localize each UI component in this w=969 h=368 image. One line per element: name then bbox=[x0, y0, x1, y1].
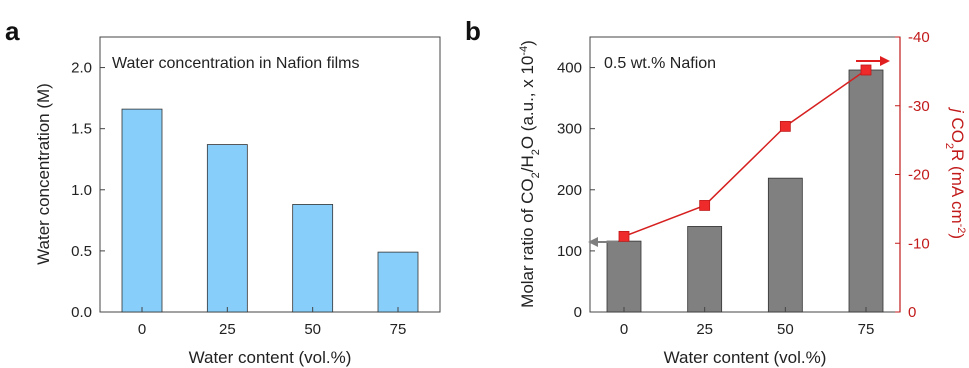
panel-b-ytick-right-label: -10 bbox=[908, 235, 930, 252]
panel-b-ytick-left-label: 0 bbox=[574, 304, 582, 321]
panel-a-letter: a bbox=[5, 16, 20, 46]
panel-b-xtick-label: 25 bbox=[696, 321, 713, 338]
panel-b-line-point bbox=[699, 200, 711, 211]
panel-b-letter: b bbox=[465, 16, 481, 46]
panel-a-bar bbox=[292, 204, 334, 313]
panel-b-line bbox=[623, 69, 867, 238]
panel-b-bar bbox=[687, 226, 723, 313]
right-axis-arrow bbox=[856, 56, 890, 66]
panel-a-annotation: Water concentration in Nafion films bbox=[112, 55, 360, 72]
panel-b-ytick-left-label: 300 bbox=[557, 121, 582, 138]
panel-a-ylabel: Water concentration (M) bbox=[34, 83, 53, 265]
panel-a-ytick-label: 0.5 bbox=[71, 243, 92, 260]
panel-a-xtick-label: 75 bbox=[390, 321, 407, 338]
panel-a-frame bbox=[99, 36, 441, 313]
panel-b-ylabel-left: Molar ratio of CO2/H2O (a.u., x 10-4) bbox=[518, 40, 542, 308]
panel-b-ytick-right-label: -20 bbox=[908, 167, 930, 184]
panel-b-bar bbox=[606, 240, 642, 313]
panel-a-ytick-label: 1.5 bbox=[71, 121, 92, 138]
panel-b-ytick-left-label: 200 bbox=[557, 182, 582, 199]
panel-b-xtick-label: 75 bbox=[858, 321, 875, 338]
panel-b-annotation: 0.5 wt.% Nafion bbox=[604, 55, 716, 72]
panel-b-bar bbox=[767, 177, 803, 313]
panel-a-xtick-label: 0 bbox=[138, 321, 146, 338]
panel-a-bar bbox=[206, 144, 248, 313]
panel-b: b 0.5 wt.% Nafion 0 100 200 300 400 0 -10 -20 -… bbox=[465, 16, 967, 367]
panel-b-xtick-label: 0 bbox=[620, 321, 628, 338]
panel-a-xtick-label: 50 bbox=[304, 321, 321, 338]
panel-b-ytick-right-label: -30 bbox=[908, 98, 930, 115]
panel-b-xtick-label: 50 bbox=[777, 321, 794, 338]
panel-b-line-point bbox=[860, 64, 872, 76]
panel-b-line-point bbox=[618, 230, 630, 242]
panel-b-line-point bbox=[779, 120, 791, 132]
panel-a-bar bbox=[377, 251, 419, 313]
panel-b-ytick-left-label: 400 bbox=[557, 60, 582, 77]
panel-a-ytick-label: 1.0 bbox=[71, 182, 92, 199]
panel-a-xlabel: Water content (vol.%) bbox=[189, 348, 352, 367]
panel-b-xlabel: Water content (vol.%) bbox=[664, 348, 827, 367]
panel-a-xtick-label: 25 bbox=[219, 321, 236, 338]
left-axis-arrow bbox=[588, 237, 618, 247]
panel-b-bar bbox=[848, 69, 884, 313]
panel-a: a Water concentration in Nafion films 0.… bbox=[5, 16, 441, 367]
panel-b-ytick-left-label: 100 bbox=[557, 243, 582, 260]
panel-a-ytick-label: 2.0 bbox=[71, 60, 92, 77]
panel-b-ytick-right-label: 0 bbox=[908, 304, 916, 321]
panel-a-bar bbox=[121, 108, 163, 313]
panel-b-ytick-right-label: -40 bbox=[908, 29, 930, 46]
panel-b-ylabel-right: j CO2R (mA cm-2) bbox=[943, 107, 967, 239]
panel-a-ytick-label: 0.0 bbox=[71, 304, 92, 321]
